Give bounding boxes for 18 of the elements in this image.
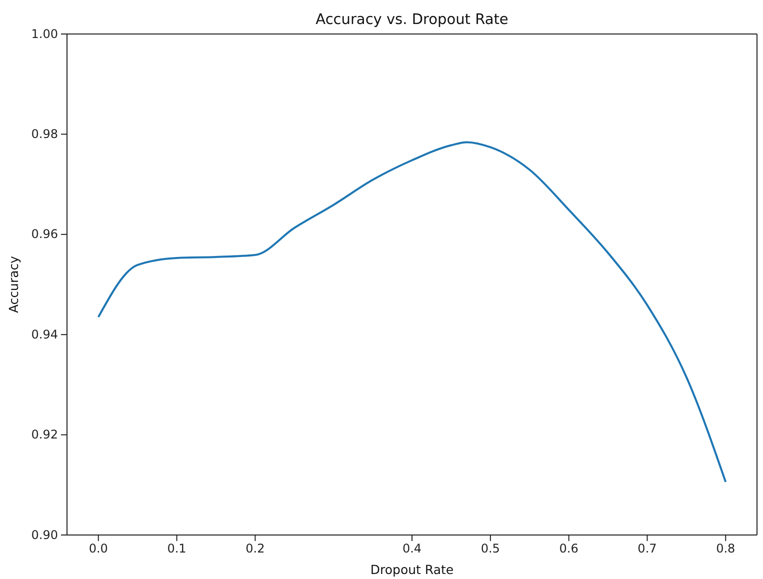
y-tick-label: 0.94 (31, 327, 58, 342)
x-tick-label: 0.7 (638, 542, 657, 556)
x-tick-label: 0.0 (88, 542, 108, 556)
x-tick-label: 0.6 (559, 542, 578, 556)
line-series (97, 141, 727, 483)
y-tick-label: 0.96 (31, 227, 58, 242)
x-tick-label: 0.1 (167, 542, 186, 556)
x-tick-label: 0.4 (402, 542, 422, 556)
x-axis-title: Dropout Rate (370, 562, 454, 577)
x-tick-label: 0.8 (716, 542, 736, 556)
y-axis-title: Accuracy (6, 255, 21, 314)
x-tick-label: 0.5 (480, 542, 500, 556)
y-tick-label: 1.00 (31, 26, 58, 41)
x-tick-label: 0.2 (246, 542, 265, 556)
chart-title: Accuracy vs. Dropout Rate (316, 12, 508, 28)
y-tick-label: 0.98 (31, 127, 58, 142)
y-tick-label: 0.92 (31, 428, 58, 442)
y-tick-label: 0.90 (31, 528, 58, 542)
